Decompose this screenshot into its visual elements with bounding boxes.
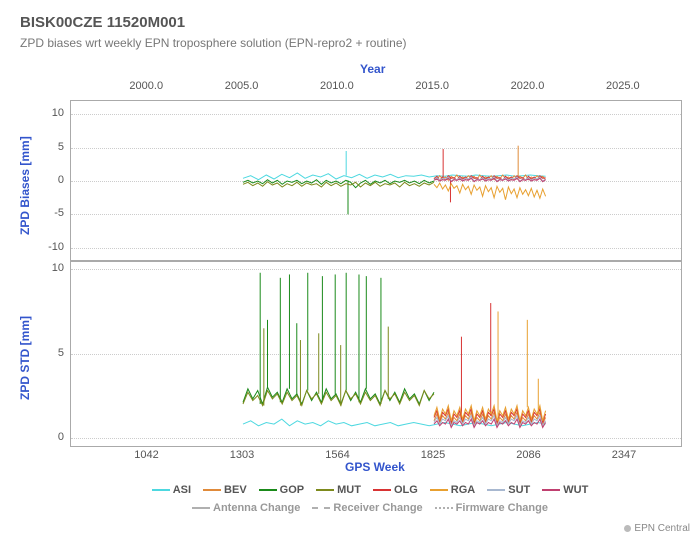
- legend-item: BEV: [203, 484, 247, 496]
- tick-label: 2347: [612, 449, 636, 461]
- legend-item: ASI: [152, 484, 191, 496]
- tick-label: 1042: [134, 449, 158, 461]
- tick-label: 1825: [421, 449, 445, 461]
- legend-series: ASI BEV GOP MUT OLG RGA SUT WUT: [60, 483, 680, 497]
- legend-event: Firmware Change: [435, 502, 548, 514]
- legend-item: OLG: [373, 484, 418, 496]
- tick-label: 0: [58, 431, 64, 443]
- tick-label: 2010.0: [320, 80, 354, 92]
- tick-label: 0: [58, 174, 64, 186]
- tick-label: 2015.0: [415, 80, 449, 92]
- tick-label: 10: [52, 107, 64, 119]
- y2-label: ZPD STD [mm]: [18, 316, 32, 400]
- tick-label: 2000.0: [129, 80, 163, 92]
- legend-item: SUT: [487, 484, 530, 496]
- credit: EPN Central: [624, 523, 690, 534]
- tick-label: 2086: [516, 449, 540, 461]
- legend-item: GOP: [259, 484, 304, 496]
- y1-label: ZPD Biases [mm]: [18, 136, 32, 235]
- tick-label: -10: [48, 241, 64, 253]
- legend-event: Receiver Change: [312, 502, 422, 514]
- tick-label: 10: [52, 262, 64, 274]
- plot-std: [70, 260, 682, 447]
- tick-label: 1564: [325, 449, 349, 461]
- chart-container: { "title": "BISK00CZE 11520M001", "subti…: [0, 0, 700, 540]
- legend-item: RGA: [430, 484, 475, 496]
- legend-item: WUT: [542, 484, 588, 496]
- tick-label: 5: [58, 141, 64, 153]
- tick-label: 2005.0: [225, 80, 259, 92]
- tick-label: 2025.0: [606, 80, 640, 92]
- tick-label: 5: [58, 347, 64, 359]
- legend-item: MUT: [316, 484, 361, 496]
- bottom-axis-label: GPS Week: [345, 460, 405, 474]
- top-axis-label: Year: [360, 62, 385, 76]
- legend-events: Antenna Change Receiver Change Firmware Ch…: [60, 501, 680, 515]
- chart-subtitle: ZPD biases wrt weekly EPN troposphere so…: [20, 36, 407, 50]
- tick-label: 1303: [230, 449, 254, 461]
- tick-label: 2020.0: [511, 80, 545, 92]
- chart-title: BISK00CZE 11520M001: [20, 14, 185, 31]
- tick-label: -5: [54, 207, 64, 219]
- legend-event: Antenna Change: [192, 502, 300, 514]
- plot-biases: [70, 100, 682, 262]
